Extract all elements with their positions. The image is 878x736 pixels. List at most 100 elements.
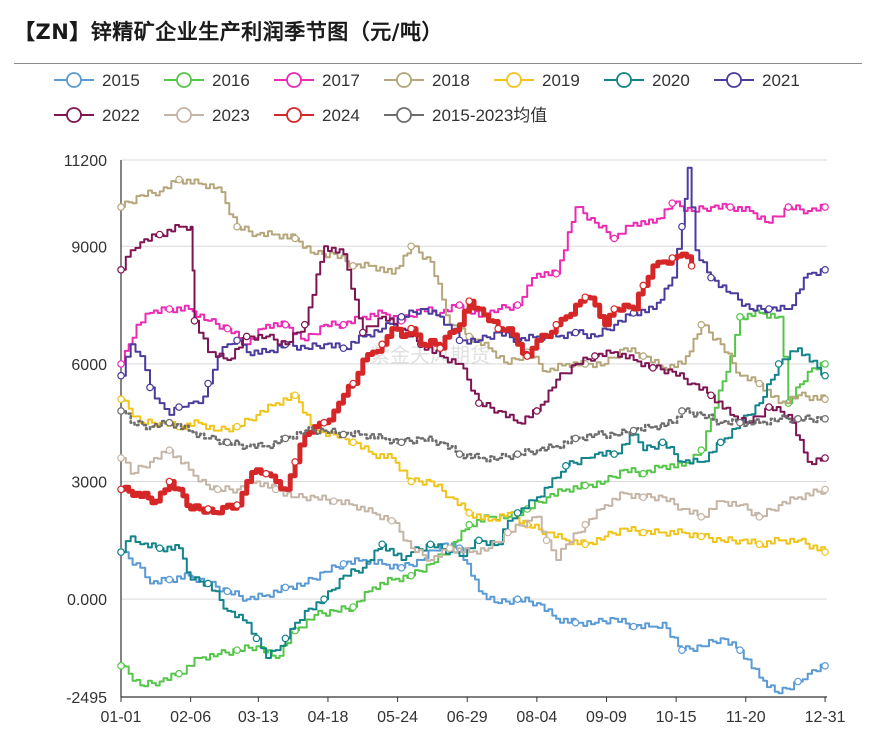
- series-point-2020: [204, 579, 212, 588]
- series-line-2020: [120, 347, 827, 659]
- series-point-2021: [678, 222, 686, 231]
- legend-item: 2023: [164, 106, 250, 125]
- series-point-2024: [668, 254, 677, 262]
- legend-label: 2015: [102, 71, 140, 90]
- series-point-2023: [821, 485, 829, 494]
- series-point-2024: [610, 305, 619, 313]
- chart-title: 【ZN】锌精矿企业生产利润季节图（元/吨）: [14, 20, 443, 44]
- series-point-2020: [562, 462, 570, 470]
- series-point-2019: [755, 540, 764, 549]
- y-tick-label: -2495: [66, 690, 107, 707]
- legend-item: 2020: [604, 71, 690, 90]
- legend-swatch-marker: [176, 107, 192, 123]
- series-point-2015: [513, 595, 522, 603]
- series-line-2024: [118, 251, 695, 516]
- series-point-2021: [146, 383, 154, 392]
- series-point-2024: [165, 477, 174, 486]
- series-point-2024: [687, 262, 696, 270]
- legend-swatch-marker: [66, 107, 82, 123]
- series-point-2015: [821, 662, 829, 670]
- series-point-2018: [697, 320, 706, 329]
- legend-item: 2017: [274, 71, 360, 90]
- series-point-2019: [821, 548, 829, 556]
- legend-item: 2024: [274, 106, 360, 125]
- series-point-2015-2023均值: [794, 414, 802, 423]
- series-point-2018: [407, 242, 415, 251]
- series-line-2022: [120, 224, 827, 466]
- series-point-2015: [678, 646, 686, 654]
- legend-swatch-marker: [396, 72, 412, 88]
- series-point-2015-2023均值: [736, 418, 744, 427]
- plot-area: [117, 166, 829, 695]
- series-point-2020: [475, 536, 483, 545]
- series-point-2015: [736, 646, 744, 654]
- series-point-2023: [755, 513, 764, 521]
- series-point-2018: [755, 379, 764, 388]
- series-point-2016: [175, 669, 183, 678]
- series-point-2022: [765, 403, 773, 411]
- series-point-2021: [455, 336, 464, 345]
- series-point-2018: [821, 395, 829, 403]
- series-line-2021: [120, 166, 827, 416]
- legend-label: 2018: [432, 71, 470, 90]
- series-point-2016: [349, 603, 357, 611]
- legend-swatch-marker: [726, 72, 742, 88]
- series-point-2020: [716, 438, 725, 447]
- series-point-2018: [349, 262, 357, 270]
- series-point-2016: [233, 646, 241, 654]
- series-point-2024: [465, 297, 473, 305]
- series-point-2021: [765, 305, 773, 313]
- series-point-2022: [155, 230, 164, 239]
- series-point-2019: [407, 477, 415, 486]
- series-point-2021: [397, 313, 406, 321]
- series-point-2024: [494, 324, 502, 333]
- series-point-2015-2023均值: [165, 418, 174, 427]
- legend-label: 2021: [762, 71, 800, 90]
- x-tick-label: 12-31: [805, 709, 846, 726]
- series-point-2020: [320, 595, 328, 603]
- series-point-2015: [165, 575, 174, 584]
- series-point-2024: [349, 379, 357, 388]
- series-point-2023: [213, 485, 222, 494]
- axes: 11200 9000 6000 3000 0.000 -2495 01-01 02-06 03-…: [64, 153, 846, 726]
- series-point-2017: [339, 320, 348, 329]
- series-point-2020: [378, 540, 386, 549]
- x-tick-label: 04-18: [308, 709, 349, 726]
- series-point-2024: [552, 320, 561, 329]
- series-point-2023: [117, 454, 125, 462]
- legend-label: 2016: [212, 71, 250, 90]
- series-point-2015-2023均值: [223, 438, 232, 447]
- legend: 2015 2016 2017 2018 2019 2020 2021 2022 2023 2024…: [54, 71, 800, 125]
- x-tick-label: 09-09: [586, 709, 627, 726]
- y-tick-label: 9000: [71, 239, 107, 256]
- series-point-2020: [252, 634, 261, 643]
- series-point-2019: [349, 438, 357, 447]
- legend-swatch-marker: [176, 72, 192, 88]
- series-point-2018: [233, 222, 241, 231]
- series-point-2022: [821, 454, 829, 462]
- series-point-2020: [117, 548, 125, 556]
- x-tick-label: 03-13: [238, 709, 279, 726]
- series-point-2024: [291, 458, 299, 466]
- series-point-2016: [736, 313, 744, 321]
- series-point-2017: [821, 203, 829, 211]
- legend-label: 2019: [542, 71, 580, 90]
- x-tick-label: 08-04: [516, 709, 557, 726]
- series-point-2024: [407, 324, 415, 333]
- series-point-2024: [320, 418, 328, 427]
- series-point-2020: [513, 509, 522, 517]
- series-point-2018: [639, 352, 648, 360]
- series-point-2023: [446, 544, 454, 552]
- legend-item: 2016: [164, 71, 250, 90]
- series-point-2019: [117, 395, 125, 403]
- series-point-2022: [300, 320, 309, 329]
- series-point-2023: [387, 516, 396, 525]
- series-point-2020: [774, 360, 783, 368]
- series-line-2015-2023均值: [119, 407, 827, 463]
- legend-swatch-marker: [616, 72, 632, 88]
- series-point-2022: [475, 399, 483, 407]
- series-point-2015-2023均值: [629, 426, 638, 435]
- legend-item: 2021: [714, 71, 800, 90]
- series-point-2024: [639, 281, 648, 290]
